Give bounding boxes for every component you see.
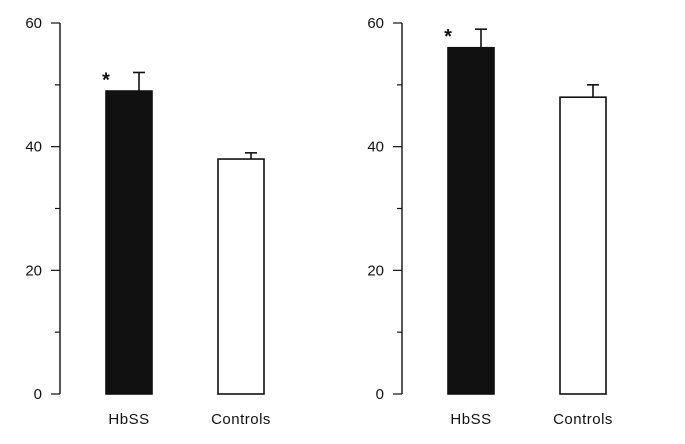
bar-hbss: [447, 46, 495, 395]
y-tick-label: 40: [25, 139, 42, 156]
significance-marker: *: [102, 69, 110, 91]
significance-marker: *: [444, 26, 452, 48]
y-tick-label: 0: [376, 386, 384, 403]
y-tick-label: 20: [25, 262, 42, 279]
bar-hbss: [105, 90, 153, 395]
category-label-hbss: HbSS: [108, 411, 149, 428]
chart-left: 0 20 40 60 * HbSS Controls: [25, 15, 271, 428]
y-tick-label: 20: [367, 262, 384, 279]
chart-right: 0 20 40 60 * HbSS Controls: [367, 15, 613, 428]
bar-controls: [559, 96, 607, 395]
y-tick-label: 60: [367, 15, 384, 32]
y-tick-label: 0: [34, 386, 42, 403]
category-label-controls: Controls: [211, 411, 271, 428]
category-label-controls: Controls: [553, 411, 613, 428]
category-label-hbss: HbSS: [450, 411, 491, 428]
bar-controls: [217, 158, 265, 395]
y-tick-label: 60: [25, 15, 42, 32]
y-tick-label: 40: [367, 139, 384, 156]
